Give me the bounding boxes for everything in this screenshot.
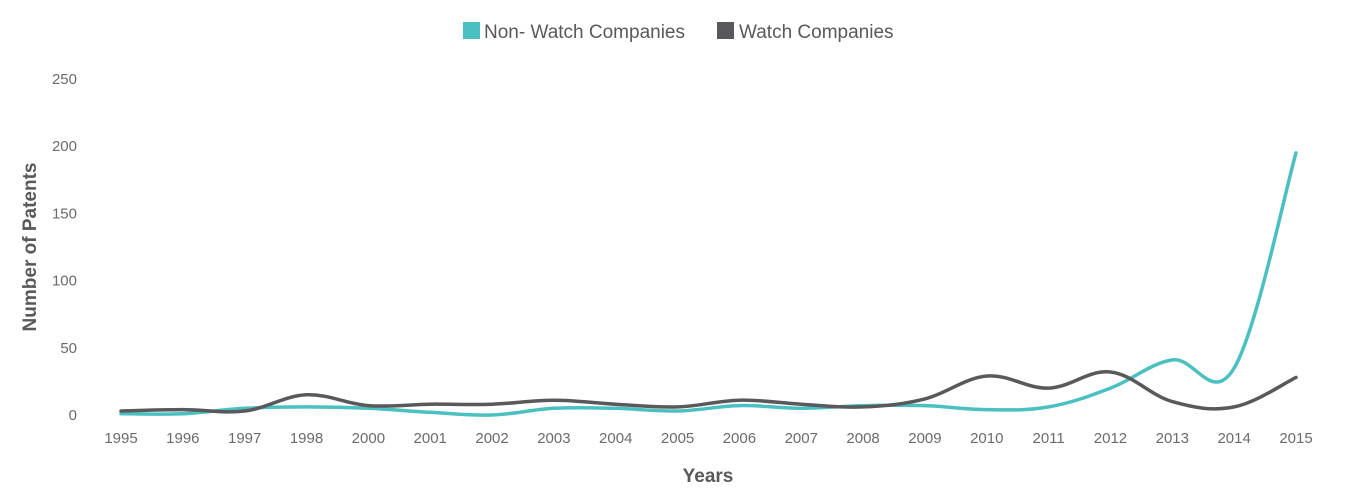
data-point	[1295, 376, 1298, 379]
data-point	[800, 407, 803, 410]
data-point	[1233, 367, 1236, 370]
data-point	[923, 397, 926, 400]
data-point	[985, 375, 988, 378]
data-point	[738, 404, 741, 407]
data-point	[800, 403, 803, 406]
data-point	[1109, 387, 1112, 390]
x-tick-label: 1996	[166, 430, 199, 447]
data-point	[181, 412, 184, 415]
data-point	[429, 411, 432, 414]
x-tick-label: 2002	[475, 430, 508, 447]
x-tick-label: 2009	[908, 430, 941, 447]
y-tick-label: 0	[69, 407, 77, 424]
x-tick-label: 1998	[290, 430, 323, 447]
y-axis-title: Number of Patents	[20, 163, 41, 332]
data-point	[862, 405, 865, 408]
data-point	[1233, 405, 1236, 408]
legend-label-non-watch-companies: Non- Watch Companies	[484, 22, 685, 43]
x-tick-label: 2015	[1279, 430, 1312, 447]
data-point	[923, 404, 926, 407]
data-point	[1109, 371, 1112, 374]
legend-swatch-non-watch-companies	[463, 22, 480, 39]
data-point	[491, 403, 494, 406]
x-tick-label: 2007	[785, 430, 818, 447]
x-tick-label: 2013	[1156, 430, 1189, 447]
x-tick-label: 2011	[1032, 430, 1064, 447]
data-point	[1171, 400, 1174, 403]
x-tick-label: 1997	[228, 430, 261, 447]
series-line-non-watch-companies	[119, 151, 1298, 417]
x-tick-label: 2010	[970, 430, 1003, 447]
data-point	[1047, 387, 1050, 390]
data-point	[985, 408, 988, 411]
data-point	[243, 410, 246, 413]
x-tick-label: 2006	[723, 430, 756, 447]
y-axis-ticks: 0 50 100 150 200 250	[52, 71, 77, 424]
legend: Non- Watch Companies Watch Companies	[463, 22, 894, 43]
legend-label-watch-companies: Watch Companies	[739, 22, 894, 43]
y-tick-label: 50	[60, 340, 77, 357]
data-point	[676, 410, 679, 413]
data-point	[367, 404, 370, 407]
x-tick-label: 2000	[352, 430, 385, 447]
y-tick-label: 200	[52, 138, 77, 155]
data-point	[614, 403, 617, 406]
x-tick-label: 2004	[599, 430, 632, 447]
x-tick-label: 2008	[846, 430, 879, 447]
data-point	[676, 405, 679, 408]
x-tick-label: 2003	[537, 430, 570, 447]
x-tick-label: 2001	[414, 430, 447, 447]
x-axis-title: Years	[683, 466, 734, 487]
data-point	[1171, 358, 1174, 361]
series-lines	[119, 151, 1298, 417]
data-point	[1047, 405, 1050, 408]
data-point	[181, 408, 184, 411]
data-point	[552, 399, 555, 402]
series-line-watch-companies	[119, 370, 1298, 414]
data-point	[120, 410, 123, 413]
x-tick-label: 2012	[1094, 430, 1127, 447]
x-tick-label: 1995	[104, 430, 137, 447]
x-axis-ticks: 1995 1996 1997 1998 2000 2001 2002 2003 2004 2005…	[104, 430, 1312, 447]
data-point	[1295, 151, 1298, 154]
data-point	[305, 393, 308, 396]
legend-swatch-watch-companies	[717, 22, 734, 39]
data-point	[738, 399, 741, 402]
y-tick-label: 100	[52, 273, 77, 290]
data-point	[429, 403, 432, 406]
x-tick-label: 2005	[661, 430, 694, 447]
x-tick-label: 2014	[1217, 430, 1250, 447]
y-tick-label: 150	[52, 205, 77, 222]
data-point	[305, 405, 308, 408]
y-tick-label: 250	[52, 71, 77, 88]
data-point	[491, 414, 494, 417]
data-point	[552, 407, 555, 410]
data-point	[614, 407, 617, 410]
